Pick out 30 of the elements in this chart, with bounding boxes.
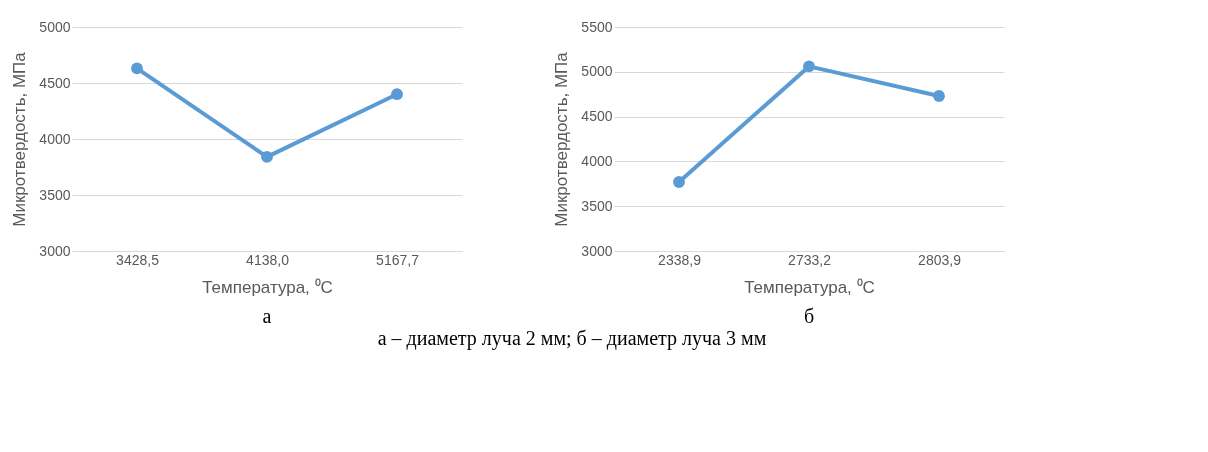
y-tick-label: 4000: [581, 152, 613, 169]
x-tick-label: 2338,9: [658, 251, 702, 268]
x-tick-label: 2803,9: [918, 251, 962, 268]
point: [803, 60, 815, 73]
x-axis-title: Температура, ⁰C: [744, 277, 875, 297]
y-tick-label: 4500: [581, 108, 613, 125]
point: [673, 176, 685, 188]
y-tick-label: 3500: [39, 186, 71, 203]
x-tick-label: 2733,2: [788, 251, 832, 268]
x-tick-label: 4138,0: [246, 251, 290, 268]
y-tick-label: 4500: [39, 74, 71, 91]
point: [261, 151, 273, 163]
y-tick-label: 5000: [39, 18, 71, 35]
text: а: [262, 305, 272, 327]
y-tick-label: 5500: [581, 18, 613, 35]
y-axis-title: Микротвердость, МПа: [552, 51, 572, 227]
point: [391, 88, 403, 101]
point: [131, 62, 143, 75]
x-tick-label: 5167,7: [376, 251, 420, 268]
text: б: [803, 305, 815, 327]
y-tick-label: 3500: [581, 197, 613, 214]
y-axis-title: Микротвердость, МПа: [10, 51, 30, 227]
y-tick-label: 5000: [581, 63, 613, 80]
x-axis-title: Температура, ⁰C: [202, 277, 333, 297]
text: а – диаметр луча 2 мм; б – диаметр луча 3 мм: [377, 327, 767, 350]
y-tick-label: 3000: [581, 242, 613, 259]
point: [933, 90, 945, 102]
y-tick-label: 3000: [39, 242, 71, 259]
x-tick-label: 3428,5: [116, 251, 160, 268]
y-tick-label: 4000: [39, 130, 71, 147]
